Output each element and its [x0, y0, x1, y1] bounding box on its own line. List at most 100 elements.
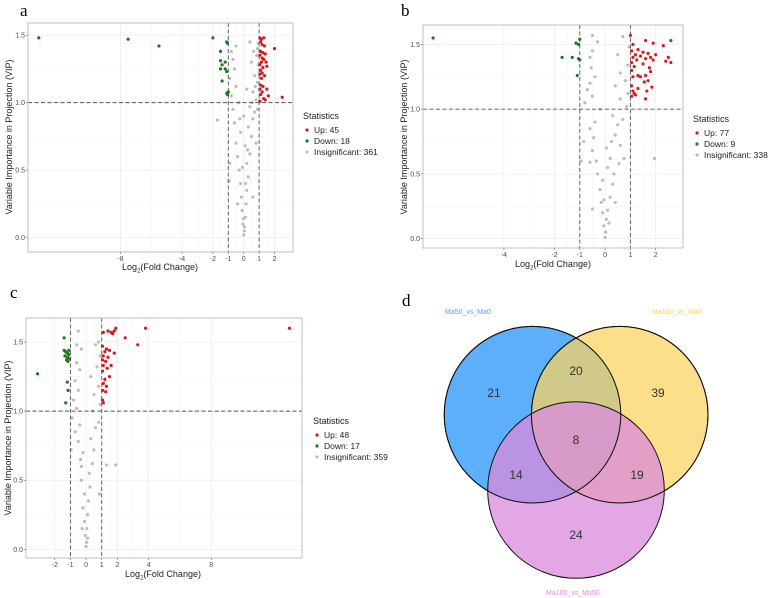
venn-count-ma50-ma0-ma100-ma50: 14 [509, 468, 523, 482]
data-point-insignificant [589, 66, 593, 70]
data-point-insignificant [613, 133, 617, 137]
data-point-up [630, 94, 634, 98]
data-point-insignificant [89, 437, 93, 441]
data-point-up [651, 58, 655, 62]
data-point-insignificant [245, 87, 249, 91]
data-point-insignificant [243, 144, 247, 148]
data-point-insignificant [239, 130, 243, 134]
legend-marker-up [305, 128, 309, 132]
data-point-insignificant [242, 229, 247, 233]
data-point-up [106, 355, 110, 359]
data-point-insignificant [606, 208, 610, 212]
data-point-insignificant [590, 149, 595, 153]
data-point-down [37, 36, 41, 40]
data-point-insignificant [590, 49, 595, 53]
data-point-insignificant [238, 117, 242, 121]
data-point-insignificant [254, 141, 258, 145]
data-point-insignificant [87, 471, 91, 475]
panel-letter-b: b [401, 1, 410, 20]
data-point-up [643, 97, 648, 101]
venn-circle-ma100-vs-ma50 [487, 401, 665, 579]
data-point-insignificant [248, 105, 252, 109]
data-point-up [261, 84, 265, 89]
data-point-insignificant [609, 139, 614, 144]
data-point-insignificant [590, 207, 595, 211]
data-point-down [65, 380, 69, 384]
y-axis-title: Variable Importance in Projection (VIP) [399, 60, 409, 215]
data-point-up [643, 38, 648, 43]
data-point-insignificant [79, 464, 83, 468]
data-point-up [262, 44, 267, 48]
data-point-up [669, 38, 673, 43]
data-point-insignificant [234, 44, 238, 48]
data-point-up [101, 363, 105, 368]
x-tick-label: 0 [242, 256, 246, 263]
data-point-up [265, 64, 269, 68]
data-point-insignificant [241, 222, 245, 226]
data-point-down [218, 59, 223, 63]
data-point-down [67, 352, 71, 357]
data-point-insignificant [251, 90, 255, 94]
x-tick-label: -8 [117, 256, 123, 263]
data-point-insignificant [588, 55, 592, 59]
data-point-insignificant [229, 94, 233, 98]
data-point-down [64, 401, 68, 405]
data-point-up [650, 85, 654, 89]
plot-background [26, 318, 302, 558]
scatter-plot-c: 0.0 0.5 1.0 1.5 -2 -1 0 1 2 4 8 Variable Importance… [3, 317, 388, 582]
x-tick-label: 2 [654, 252, 658, 259]
data-point-insignificant [590, 33, 595, 37]
data-point-insignificant [624, 104, 629, 109]
venn-count-ma50-ma100-ma0: 20 [569, 364, 583, 378]
data-point-insignificant [76, 439, 80, 444]
x-axis-title-suffix: (Fold Change) [533, 259, 591, 269]
data-point-insignificant [252, 74, 257, 78]
x-tick-label: 8 [209, 562, 213, 569]
x-tick-label: -2 [551, 252, 557, 259]
data-point-insignificant [251, 117, 255, 121]
data-point-down [220, 79, 224, 83]
data-point-down [223, 67, 227, 71]
x-tick-label: -1 [225, 256, 231, 263]
legend-title: Statistics [693, 114, 730, 124]
data-point-up [632, 64, 636, 69]
x-axis-title-subscript: 2 [530, 266, 534, 272]
data-point-up [630, 68, 634, 72]
data-point-up [104, 384, 109, 388]
data-point-insignificant [582, 139, 586, 144]
data-point-up [642, 80, 646, 84]
data-point-up [101, 354, 105, 358]
data-point-insignificant [244, 202, 248, 206]
data-point-insignificant [612, 172, 616, 176]
data-point-insignificant [95, 365, 99, 369]
venn-label-ma100-vs-ma50: Ma100_vs_Ma50 [546, 590, 600, 597]
data-point-insignificant [616, 123, 620, 127]
legend-entry-down: Down: 17 [324, 441, 360, 451]
y-tick-label: 0.5 [15, 168, 25, 175]
data-point-insignificant [228, 161, 232, 165]
data-point-insignificant [593, 75, 597, 79]
x-axis-title-suffix: (Fold Change) [143, 569, 201, 579]
data-point-up [646, 51, 650, 56]
legend-title: Statistics [313, 416, 350, 426]
data-point-down [560, 55, 564, 59]
data-point-up [103, 350, 107, 354]
data-point-insignificant [255, 80, 260, 84]
data-point-insignificant [622, 156, 626, 160]
legend-title: Statistics [303, 111, 340, 121]
data-point-insignificant [114, 463, 118, 467]
x-tick-label: 1 [628, 252, 632, 259]
data-point-up [101, 330, 105, 334]
legend-marker-down [315, 444, 319, 448]
data-point-insignificant [242, 114, 246, 118]
data-point-up [636, 86, 640, 91]
data-point-up [636, 73, 640, 78]
data-point-up [265, 87, 269, 91]
data-point-insignificant [86, 499, 91, 503]
x-tick-label: 1 [100, 562, 104, 569]
x-tick-label: 0 [84, 562, 88, 569]
data-point-up [280, 95, 284, 99]
data-point-insignificant [604, 230, 608, 234]
data-point-insignificant [618, 143, 622, 148]
